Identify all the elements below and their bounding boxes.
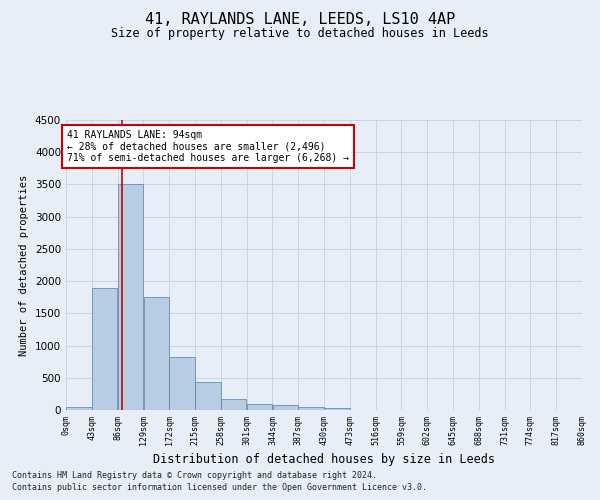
Bar (298, 408, 324, 410)
X-axis label: Distribution of detached houses by size in Leeds: Distribution of detached houses by size … (153, 453, 495, 466)
Bar (195, 382, 221, 410)
Bar (221, 399, 247, 410)
Bar (169, 356, 195, 410)
Bar (118, 184, 143, 410)
Y-axis label: Number of detached properties: Number of detached properties (19, 174, 29, 356)
Bar (272, 406, 298, 410)
Bar (247, 404, 272, 410)
Text: 41 RAYLANDS LANE: 94sqm
← 28% of detached houses are smaller (2,496)
71% of semi: 41 RAYLANDS LANE: 94sqm ← 28% of detache… (67, 130, 349, 163)
Bar (92, 288, 118, 410)
Bar (324, 408, 350, 410)
Bar (66, 408, 92, 410)
Text: 41, RAYLANDS LANE, LEEDS, LS10 4AP: 41, RAYLANDS LANE, LEEDS, LS10 4AP (145, 12, 455, 28)
Bar (143, 297, 169, 410)
Text: Size of property relative to detached houses in Leeds: Size of property relative to detached ho… (111, 28, 489, 40)
Text: Contains HM Land Registry data © Crown copyright and database right 2024.: Contains HM Land Registry data © Crown c… (12, 471, 377, 480)
Text: Contains public sector information licensed under the Open Government Licence v3: Contains public sector information licen… (12, 484, 427, 492)
